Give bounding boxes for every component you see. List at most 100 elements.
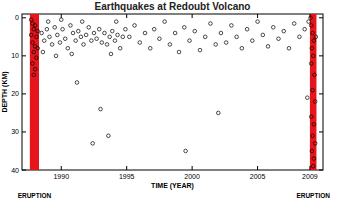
earthquake-point	[118, 46, 122, 50]
x-tick	[257, 166, 258, 170]
earthquake-point	[79, 35, 83, 39]
x-tick-label: 1995	[119, 173, 135, 180]
plot-frame	[22, 14, 323, 170]
earthquake-point	[54, 54, 58, 58]
earthquake-point	[158, 37, 162, 41]
earthquake-point	[309, 62, 313, 66]
earthquake-point	[116, 33, 120, 37]
earthquake-point	[35, 56, 39, 60]
earthquake-point	[32, 27, 36, 31]
earthquake-point	[92, 31, 96, 35]
earthquake-point	[310, 149, 314, 153]
earthquake-point	[230, 24, 234, 28]
earthquake-point	[71, 31, 75, 35]
earthquake-point	[312, 157, 316, 161]
earthquake-point	[311, 164, 315, 168]
earthquake-point	[313, 100, 317, 104]
earthquake-point	[256, 20, 260, 24]
x-tick	[257, 14, 258, 18]
earthquake-point	[108, 35, 112, 39]
x-axis-label: TIME (YEAR)	[151, 182, 194, 190]
earthquake-point	[287, 46, 291, 50]
earthquake-point	[240, 46, 244, 50]
x-tick	[192, 14, 193, 18]
earthquake-point	[282, 29, 286, 33]
y-tick-label: 10	[11, 52, 19, 59]
earthquake-point	[40, 31, 44, 35]
earthquake-point	[70, 52, 74, 56]
earthquake-point	[209, 22, 213, 26]
earthquake-point	[121, 35, 125, 39]
earthquake-point	[309, 16, 313, 20]
earthquake-point	[36, 46, 40, 50]
eruption-label: ERUPTION	[18, 192, 52, 199]
earthquake-point	[111, 29, 115, 33]
earthquake-point	[50, 43, 54, 47]
earthquake-point	[113, 39, 117, 43]
earthquake-point	[309, 115, 313, 119]
earthquake-point	[61, 27, 65, 31]
earthquake-point	[35, 35, 39, 39]
earthquake-point	[105, 43, 109, 47]
earthquake-point	[56, 33, 60, 37]
y-tick	[22, 131, 26, 132]
earthquake-point	[163, 20, 167, 24]
earthquake-point	[307, 20, 311, 24]
earthquake-point	[138, 41, 142, 45]
earthquake-point	[148, 46, 152, 50]
earthquake-point	[31, 62, 35, 66]
earthquake-point	[59, 18, 63, 22]
x-tick	[61, 14, 62, 18]
earthquake-point	[32, 50, 36, 54]
earthquake-point	[66, 46, 70, 50]
earthquake-point	[29, 18, 33, 22]
earthquake-point	[48, 35, 52, 39]
earthquake-point	[58, 41, 62, 45]
earthquake-point	[266, 45, 270, 49]
y-tick	[319, 17, 323, 18]
earthquake-point	[312, 123, 316, 127]
y-tick	[22, 17, 26, 18]
earthquake-point	[42, 39, 46, 43]
earthquake-point	[245, 27, 249, 31]
earthquake-point	[53, 26, 57, 30]
earthquake-point	[95, 37, 99, 41]
earthquake-point	[298, 35, 302, 39]
earthquake-point	[69, 24, 73, 28]
earthquake-point	[184, 149, 188, 153]
earthquake-point	[311, 88, 315, 92]
earthquake-point	[292, 22, 296, 26]
earthquake-point	[103, 31, 107, 35]
y-tick	[319, 131, 323, 132]
earthquake-point	[76, 29, 80, 33]
earthquake-point	[311, 31, 315, 35]
x-tick-label: 1990	[53, 173, 69, 180]
earthquake-point	[128, 35, 132, 39]
earthquake-point	[309, 24, 313, 28]
chart: Earthquakes at Redoubt Volcano1990199520…	[0, 0, 340, 204]
earthquake-point	[45, 27, 49, 31]
earthquake-point	[97, 27, 101, 31]
earthquake-point	[32, 73, 36, 77]
earthquake-point	[74, 39, 78, 43]
earthquake-point	[82, 43, 86, 47]
earthquake-point	[277, 37, 281, 41]
earthquake-point	[217, 111, 221, 115]
earthquake-point	[314, 35, 318, 39]
y-tick	[319, 170, 323, 171]
earthquake-point	[313, 142, 317, 146]
earthquake-point	[100, 41, 104, 45]
earthquake-point	[313, 73, 317, 77]
earthquake-point	[312, 39, 316, 43]
earthquake-point	[33, 24, 37, 28]
y-tick	[22, 170, 26, 171]
earthquake-point	[99, 107, 103, 111]
earthquake-point	[107, 134, 111, 138]
earthquake-point	[90, 39, 94, 43]
x-tick	[309, 14, 310, 18]
earthquake-point	[310, 46, 314, 50]
earthquake-point	[75, 81, 79, 85]
y-axis-label: DEPTH (KM)	[1, 71, 9, 112]
earthquake-point	[177, 50, 181, 54]
earthquake-point	[214, 43, 218, 47]
